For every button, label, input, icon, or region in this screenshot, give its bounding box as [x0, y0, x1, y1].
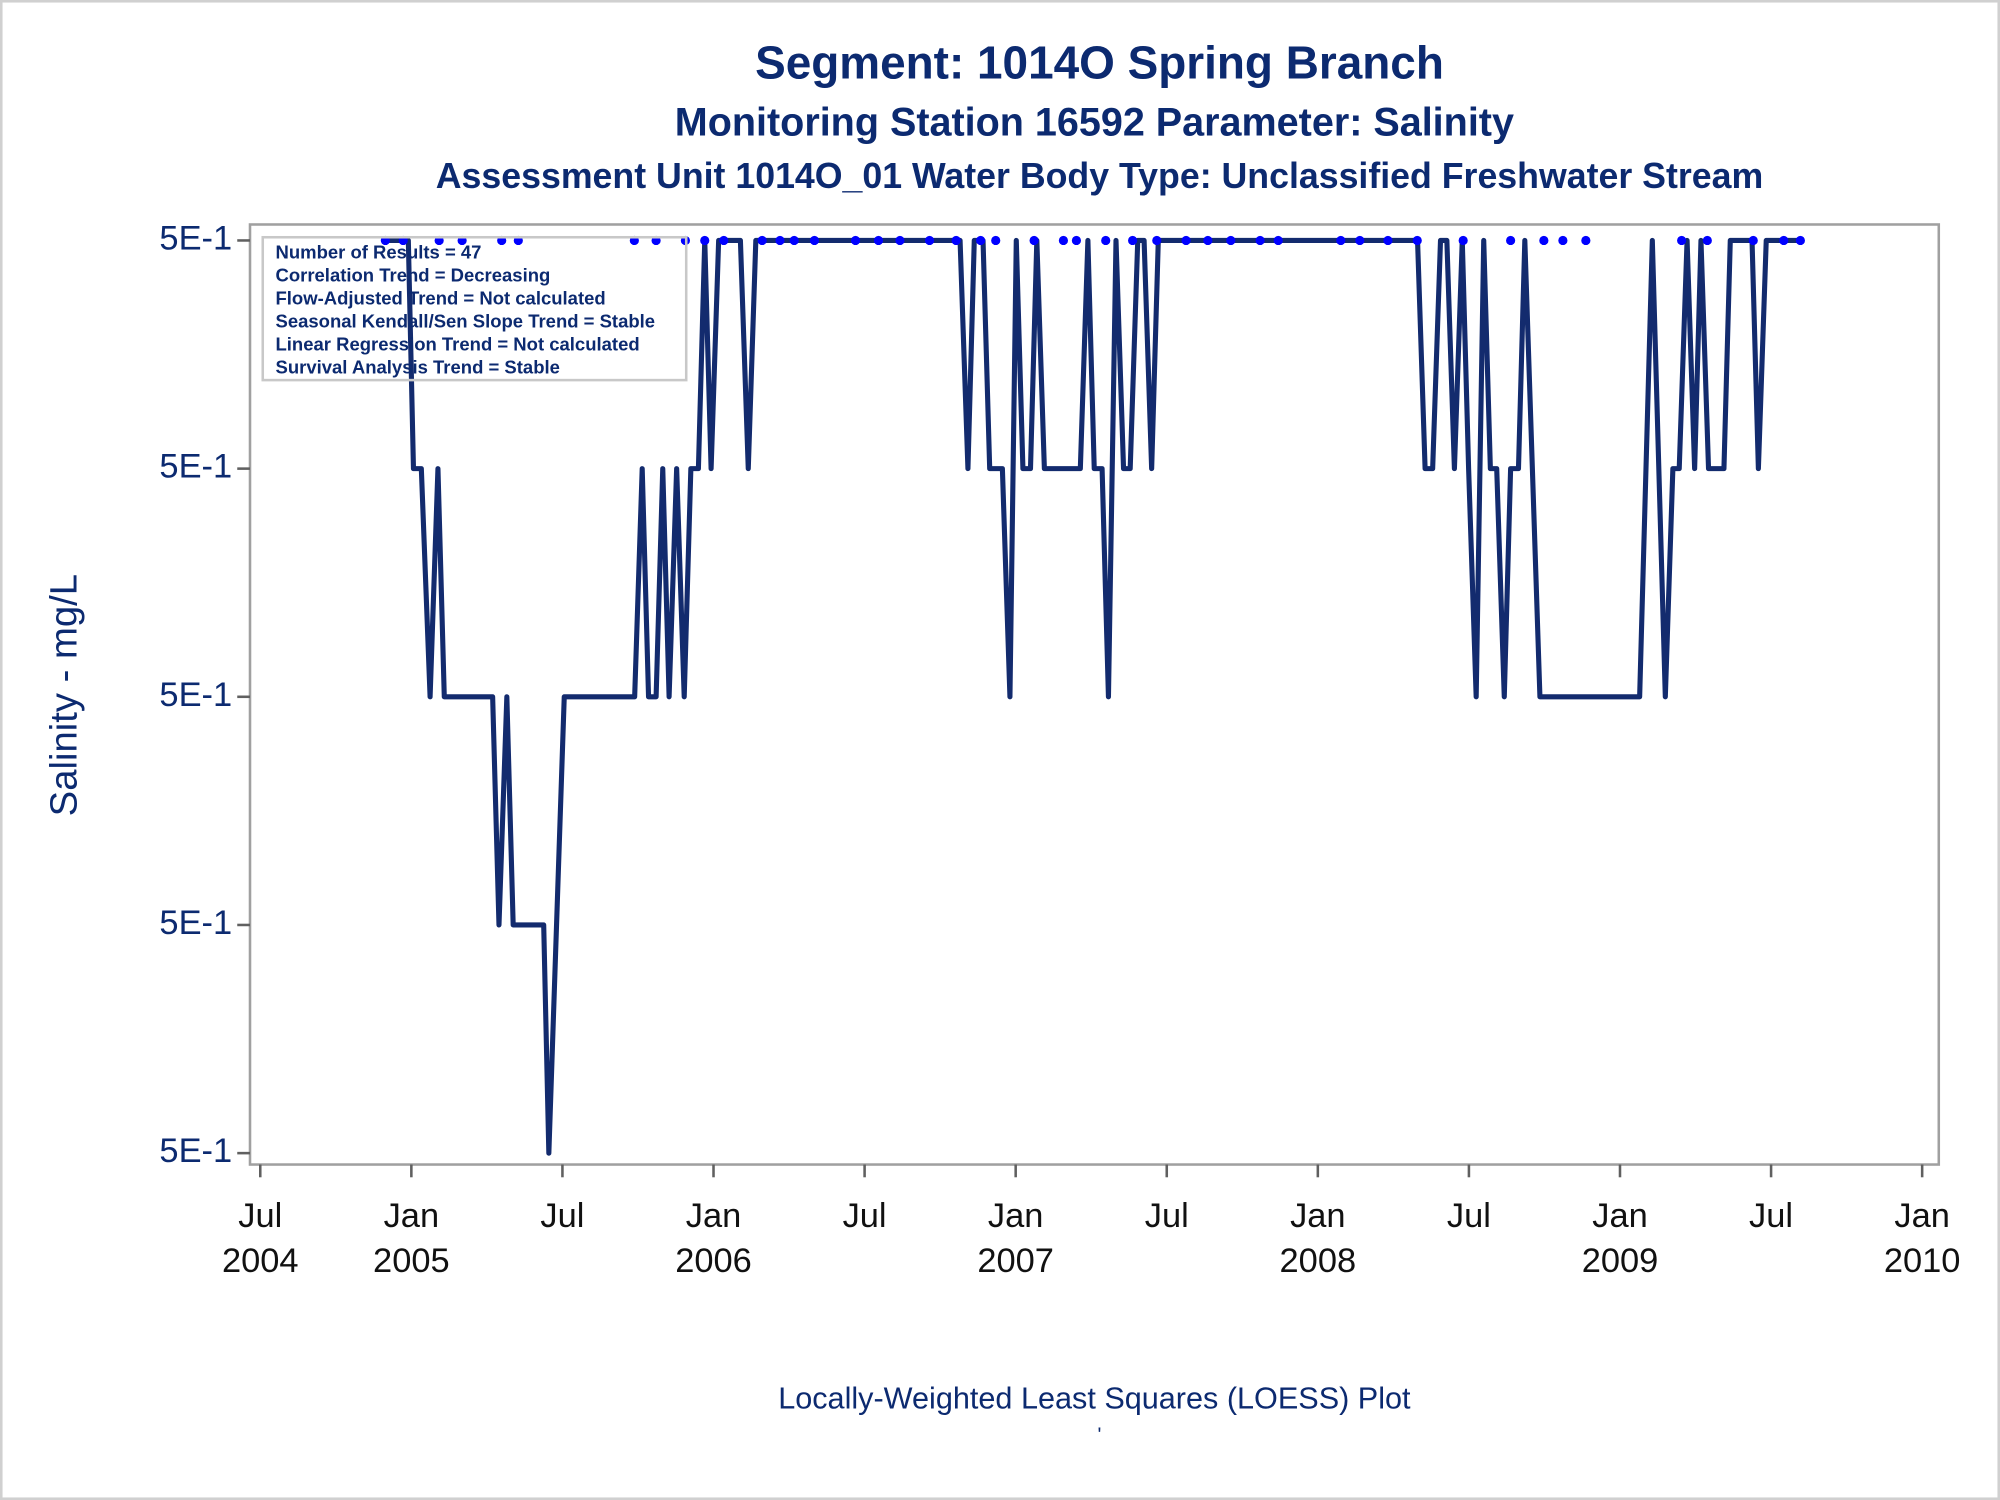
x-tick-label: Jan — [988, 1197, 1044, 1235]
x-tick-label: Jul — [843, 1197, 887, 1235]
data-point — [1383, 235, 1393, 246]
annotation-box — [261, 235, 688, 382]
x-tick-label: 2005 — [373, 1242, 450, 1280]
data-point — [1203, 235, 1213, 246]
annotation-text: Seasonal Kendall/Sen Slope Trend = Stabl… — [276, 311, 656, 332]
data-point — [1779, 235, 1789, 246]
annotation-text: Number of Results = 47 — [276, 242, 482, 263]
x-tick-label: Jul — [1447, 1197, 1491, 1235]
loess-line — [382, 237, 1801, 1156]
x-tick-label: Jan — [686, 1197, 742, 1235]
chart-title: Segment: 1014O Spring Branch — [755, 36, 1444, 88]
x-tick-label: Jan — [1592, 1197, 1647, 1235]
data-point — [1677, 235, 1687, 246]
data-point — [789, 235, 799, 246]
plot-frame — [248, 223, 1941, 1166]
data-point — [757, 235, 767, 246]
data-point — [809, 235, 820, 246]
x-tick-label: Jul — [540, 1197, 584, 1235]
data-point — [1355, 235, 1365, 246]
data-point — [1748, 235, 1758, 246]
chart-subtitle: Monitoring Station 16592 Parameter: Sali… — [675, 100, 1514, 144]
data-point — [1581, 235, 1591, 246]
x-tick-label: Jul — [1749, 1197, 1793, 1235]
data-point — [1795, 235, 1805, 246]
data-point — [1226, 235, 1236, 246]
x-tick-label: 2007 — [977, 1242, 1054, 1280]
data-point — [1101, 235, 1111, 246]
data-point — [895, 235, 905, 246]
y-tick-label: 5E-1 — [159, 1132, 232, 1170]
x-tick-label: 2006 — [675, 1242, 752, 1280]
data-point — [1702, 235, 1712, 246]
footnote: Locally-Weighted Least Squares (LOESS) P… — [778, 1382, 1411, 1416]
data-point — [1181, 235, 1191, 246]
data-point — [924, 235, 935, 246]
data-point — [1029, 235, 1039, 246]
x-tick-label: Jul — [1145, 1197, 1189, 1235]
annotation-text: Linear Regression Trend = Not calculated — [276, 334, 640, 355]
x-tick-label: Jan — [1290, 1197, 1346, 1235]
data-point — [1458, 235, 1468, 246]
x-tick-label: Jan — [384, 1197, 440, 1235]
x-tick-label: Jul — [238, 1197, 282, 1235]
data-point — [719, 235, 729, 246]
x-tick-label: 2008 — [1280, 1242, 1357, 1280]
data-point — [1412, 235, 1422, 246]
annotation-text: Survival Analysis Trend = Stable — [276, 357, 560, 378]
data-point — [1506, 235, 1516, 246]
y-tick-label: 5E-1 — [159, 676, 232, 714]
data-point — [873, 235, 884, 246]
x-tick-label: 2004 — [222, 1242, 299, 1280]
y-axis-label: Salinity - mg/L — [42, 574, 85, 816]
data-point — [1071, 235, 1082, 246]
data-point — [1539, 235, 1549, 246]
data-point — [850, 235, 861, 246]
data-point — [1255, 235, 1265, 246]
data-point — [775, 235, 785, 246]
y-tick-label: 5E-1 — [159, 904, 232, 942]
data-point — [1558, 235, 1568, 246]
data-point — [700, 235, 710, 246]
annotation-text: Correlation Trend = Decreasing — [276, 265, 551, 286]
data-point — [1273, 235, 1283, 246]
data-point — [976, 235, 986, 246]
chart-subtitle: Assessment Unit 1014O_01 Water Body Type… — [436, 156, 1763, 196]
data-point — [1128, 235, 1138, 246]
data-point — [1152, 235, 1162, 246]
footnote: ' — [1098, 1425, 1102, 1447]
data-point — [991, 235, 1001, 246]
data-point — [1058, 235, 1069, 246]
annotation-text: Flow-Adjusted Trend = Not calculated — [276, 288, 606, 309]
data-point — [1336, 235, 1346, 246]
y-tick-label: 5E-1 — [159, 448, 232, 486]
x-tick-label: Jan — [1894, 1197, 1950, 1235]
x-tick-label: 2009 — [1582, 1242, 1659, 1280]
data-point — [951, 235, 961, 246]
x-tick-label: 2010 — [1884, 1242, 1961, 1280]
y-tick-label: 5E-1 — [159, 220, 232, 258]
